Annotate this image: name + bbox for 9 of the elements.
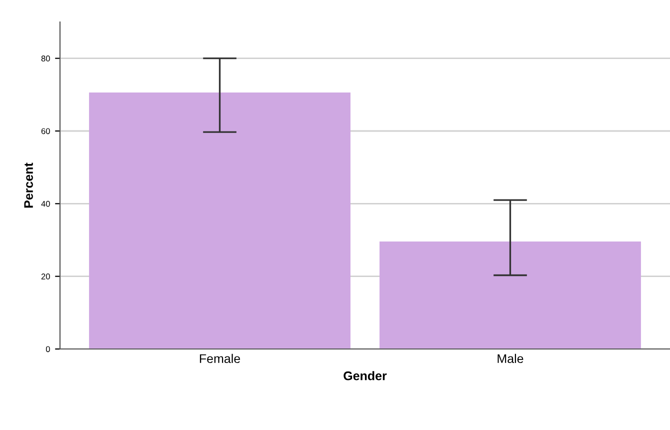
y-tick-label: 80 [41, 56, 50, 62]
x-tick-label: Male [498, 354, 524, 364]
y-tick-label: 40 [41, 200, 50, 207]
y-tick-label: 20 [41, 274, 50, 280]
y-tick-label: 60 [41, 128, 50, 134]
y-axis-title: Percent [24, 162, 33, 208]
x-tick-label: Female [200, 354, 240, 364]
y-tick-label: 0 [46, 346, 50, 352]
x-axis-title: Gender [344, 371, 387, 380]
